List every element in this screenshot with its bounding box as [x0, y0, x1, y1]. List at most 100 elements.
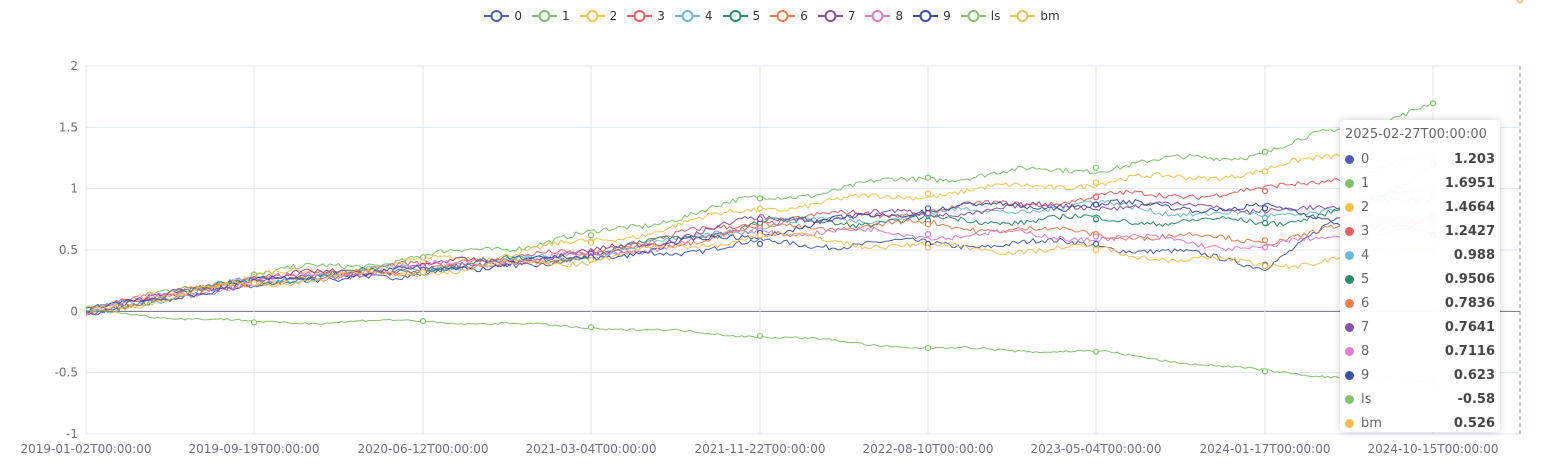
tooltip-series-name: 1 — [1361, 175, 1370, 191]
tooltip-series-value: 0.623 — [1453, 367, 1495, 383]
tooltip-series-value: 1.4664 — [1444, 199, 1495, 215]
legend-item-7[interactable]: 7 — [817, 9, 855, 23]
tooltip-series-name: 0 — [1361, 151, 1370, 167]
tooltip-row: 7 0.7641 — [1345, 315, 1495, 339]
data-point-8 — [1092, 233, 1100, 240]
data-point-ls — [587, 324, 595, 331]
data-point-3 — [1092, 194, 1100, 201]
legend-label: 0 — [514, 9, 522, 23]
legend-marker-icon — [627, 10, 653, 22]
tooltip-series-name: 3 — [1361, 223, 1370, 239]
data-point-1 — [419, 254, 427, 261]
series-dot-icon — [1345, 226, 1354, 236]
legend-label: 2 — [609, 9, 618, 23]
legend-label: ls — [990, 9, 1001, 23]
tooltip-series-name: 7 — [1361, 319, 1370, 335]
legend-label: 3 — [657, 9, 665, 23]
tooltip-row: 5 0.9506 — [1345, 267, 1495, 291]
tooltip-series-name: 6 — [1361, 295, 1370, 311]
legend-label: 6 — [800, 9, 808, 23]
legend-label: bm — [1040, 9, 1060, 23]
legend-label: 5 — [752, 9, 761, 23]
data-point-ls — [250, 319, 258, 326]
data-point-3 — [1261, 188, 1269, 195]
data-point-7 — [924, 210, 932, 217]
data-point-1 — [1261, 148, 1269, 155]
legend-item-3[interactable]: 3 — [627, 9, 665, 23]
x-tick-label: 2019-09-19T00:00:00 — [189, 442, 320, 456]
tooltip-row: 4 0.988 — [1345, 243, 1495, 267]
data-point-ls — [756, 332, 764, 339]
tooltip-title: 2025-02-27T00:00:00 — [1345, 127, 1487, 142]
data-point-4 — [1261, 215, 1269, 222]
grid-lines — [85, 65, 1520, 435]
data-point-2 — [756, 205, 764, 212]
legend-item-8[interactable]: 8 — [865, 9, 903, 23]
x-tick-label: 2024-01-17T00:00:00 — [1200, 442, 1331, 456]
legend-marker-icon — [674, 10, 700, 22]
tooltip-series-name: ls — [1361, 391, 1372, 407]
data-point-5 — [1261, 219, 1269, 227]
x-tick-label: 2019-01-02T00:00:00 — [21, 442, 152, 456]
tooltip-series-value: -0.58 — [1457, 391, 1495, 407]
tooltip-series-name: 4 — [1361, 247, 1370, 263]
legend-label: 1 — [561, 9, 570, 23]
data-point-bm — [1092, 246, 1100, 254]
tooltip-series-value: 0.7836 — [1444, 295, 1495, 311]
tooltip-row: 0 1.203 — [1345, 147, 1495, 171]
data-point-1 — [1092, 164, 1100, 171]
tooltip-series-value: 0.988 — [1453, 247, 1495, 263]
tooltip-series-value: 1.6951 — [1444, 175, 1495, 191]
data-point-8 — [924, 231, 932, 238]
legend-item-0[interactable]: 0 — [484, 9, 522, 23]
tooltip-series-name: 8 — [1361, 343, 1370, 359]
tooltip-row: bm 0.526 — [1345, 411, 1495, 435]
legend-item-6[interactable]: 6 — [770, 9, 808, 23]
x-tick-label: 2020-06-12T00:00:00 — [358, 442, 489, 456]
legend-item-bm[interactable]: bm — [1010, 9, 1060, 23]
tooltip-series-value: 1.2427 — [1444, 223, 1495, 239]
data-point-2 — [924, 190, 932, 197]
series-dot-icon — [1345, 418, 1354, 428]
legend-item-4[interactable]: 4 — [674, 9, 713, 23]
y-tick-label: 0.5 — [59, 243, 78, 257]
data-point-1 — [1429, 100, 1437, 107]
y-tick-label: 1.5 — [59, 120, 78, 134]
tooltip-series-value: 0.9506 — [1444, 271, 1495, 287]
y-tick-label: 1 — [70, 182, 78, 196]
data-point-ls — [1261, 368, 1269, 375]
legend-marker-icon — [579, 10, 605, 22]
tooltip-series-value: 0.7116 — [1444, 343, 1495, 359]
data-point-bm — [419, 269, 427, 276]
legend-marker-icon — [817, 10, 843, 22]
series-line-0 — [85, 167, 1431, 317]
legend-item-5[interactable]: 5 — [722, 9, 761, 23]
legend-marker-icon — [531, 10, 557, 22]
series-dot-icon — [1345, 178, 1354, 188]
data-point-6 — [924, 221, 932, 228]
x-tick-label: 2024-10-15T00:00:00 — [1368, 442, 1499, 456]
tooltip-row: ls -0.58 — [1345, 387, 1495, 411]
data-point-ls — [924, 345, 932, 352]
data-point-bm — [924, 244, 932, 251]
legend-item-9[interactable]: 9 — [913, 9, 951, 23]
data-point-bm — [250, 280, 258, 287]
tooltip-series-name: 2 — [1361, 199, 1370, 215]
series-dot-icon — [1345, 154, 1354, 164]
data-point-bm — [756, 232, 764, 239]
data-point-7 — [756, 216, 764, 223]
tooltip-row: 2 1.4664 — [1345, 195, 1495, 219]
tooltip: 2025-02-27T00:00:00 0 1.203 1 1.6951 2 1.4664… — [1340, 120, 1500, 432]
chart-legend: 0 1 2 3 4 5 6 7 8 9 ls bm — [0, 6, 1544, 26]
legend-marker-icon — [1010, 10, 1036, 22]
legend-item-ls[interactable]: ls — [960, 9, 1001, 23]
y-tick-label: -0.5 — [55, 366, 78, 380]
legend-item-1[interactable]: 1 — [531, 9, 570, 23]
series-dot-icon — [1345, 298, 1354, 308]
x-tick-label: 2021-11-22T00:00:00 — [695, 442, 826, 456]
tooltip-series-value: 0.7641 — [1444, 319, 1495, 335]
legend-item-2[interactable]: 2 — [579, 9, 618, 23]
tooltip-series-value: 0.526 — [1453, 415, 1495, 431]
series-line-ls — [85, 308, 1431, 384]
